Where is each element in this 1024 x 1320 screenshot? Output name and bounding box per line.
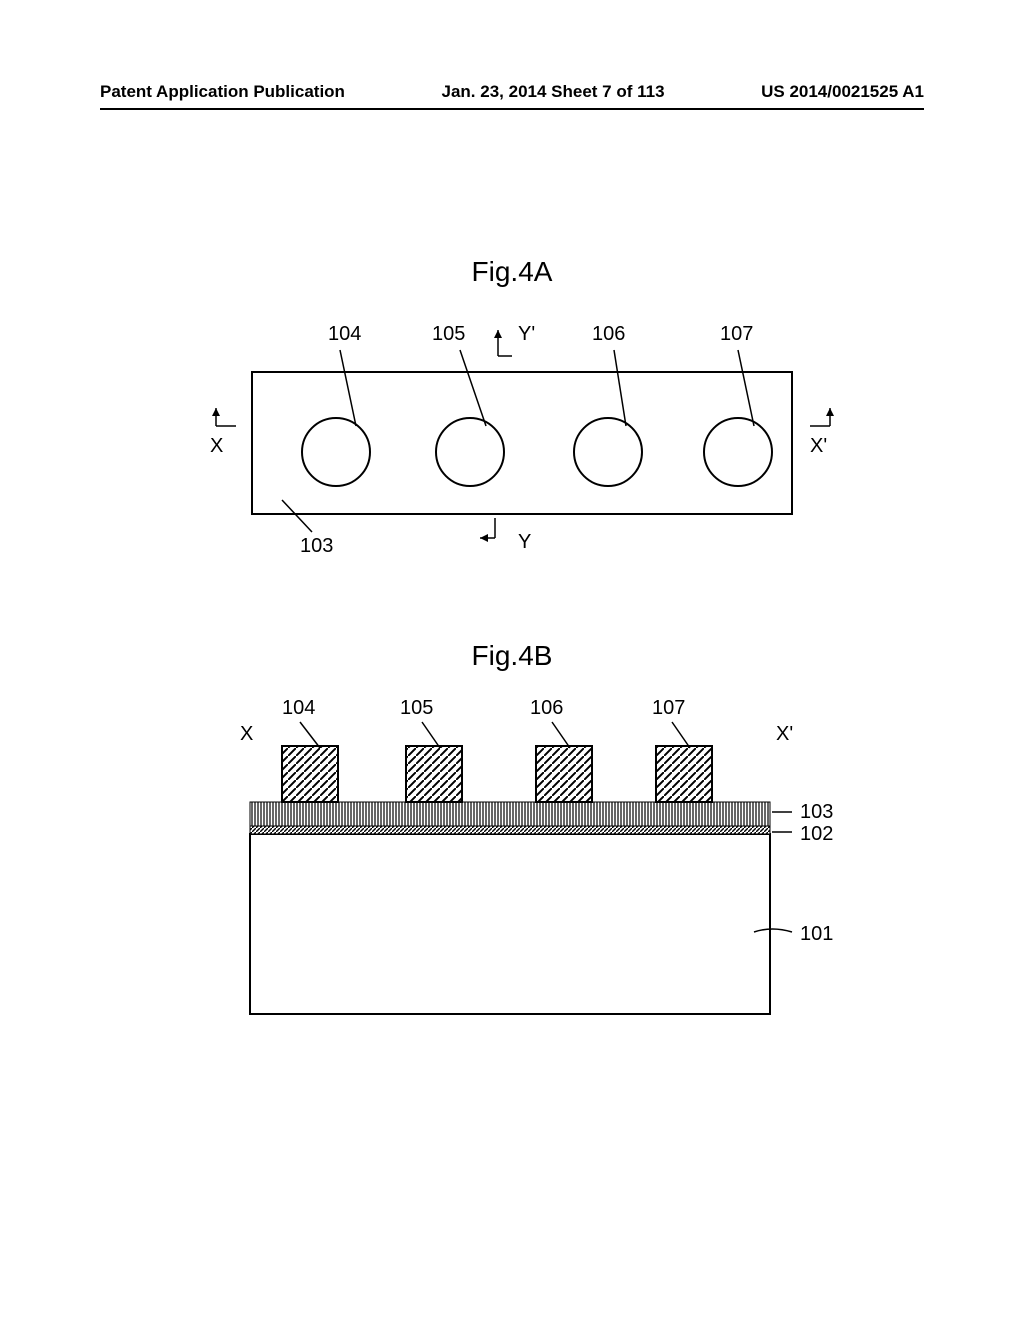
page-header: Patent Application Publication Jan. 23, … [0, 82, 1024, 102]
svg-text:102: 102 [800, 823, 833, 845]
fig-4a-title: Fig.4A [0, 256, 1024, 288]
svg-text:105: 105 [400, 697, 433, 719]
svg-text:X: X [240, 723, 253, 745]
svg-text:X: X [210, 435, 223, 457]
svg-text:105: 105 [432, 323, 465, 345]
svg-text:101: 101 [800, 923, 833, 945]
fig-4a-diagram: 104 105 106 107 103 Y' Y X X' [160, 300, 864, 560]
fig-4b-title: Fig.4B [0, 640, 1024, 672]
svg-text:104: 104 [282, 697, 315, 719]
page: Patent Application Publication Jan. 23, … [0, 0, 1024, 1320]
header-rule [100, 108, 924, 110]
svg-text:106: 106 [592, 323, 625, 345]
header-left: Patent Application Publication [100, 82, 345, 102]
svg-text:103: 103 [800, 801, 833, 823]
svg-text:X': X' [810, 435, 827, 457]
svg-text:107: 107 [720, 323, 753, 345]
svg-text:106: 106 [530, 697, 563, 719]
svg-text:104: 104 [328, 323, 361, 345]
fig-4b-diagram: 104 105 106 107 103102 101 X X' [200, 684, 840, 1064]
svg-text:Y: Y [518, 531, 531, 553]
svg-text:X': X' [776, 723, 793, 745]
header-right: US 2014/0021525 A1 [761, 82, 924, 102]
svg-text:Y': Y' [518, 323, 535, 345]
svg-text:103: 103 [300, 535, 333, 557]
svg-text:107: 107 [652, 697, 685, 719]
header-center: Jan. 23, 2014 Sheet 7 of 113 [442, 82, 665, 102]
